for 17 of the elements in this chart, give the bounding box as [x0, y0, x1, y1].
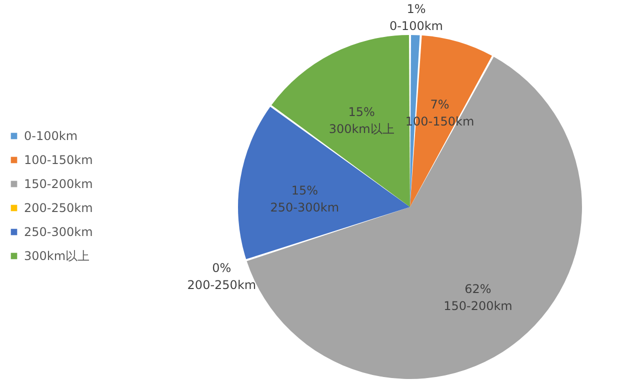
legend-label: 200-250km — [24, 201, 93, 215]
data-label: 1% — [406, 2, 426, 16]
data-label: 15% — [291, 183, 318, 198]
legend-label: 150-200km — [24, 177, 93, 191]
data-label: 15% — [348, 104, 375, 119]
legend-label: 100-150km — [24, 153, 93, 167]
slice-label: 300km以上 — [328, 122, 394, 136]
slice-label: 150-200km — [444, 299, 512, 314]
slice-label: 0-100km — [389, 19, 443, 34]
data-label: 7% — [430, 98, 450, 112]
legend-label: 0-100km — [24, 129, 78, 143]
legend-label: 300km以上 — [24, 249, 90, 263]
text: 0% — [212, 261, 232, 276]
category-label: 200-250km — [187, 278, 256, 292]
legend-label: 250-300km — [24, 225, 93, 239]
data-label: 62% — [464, 282, 492, 296]
slice-label: 250-300km — [270, 200, 340, 214]
